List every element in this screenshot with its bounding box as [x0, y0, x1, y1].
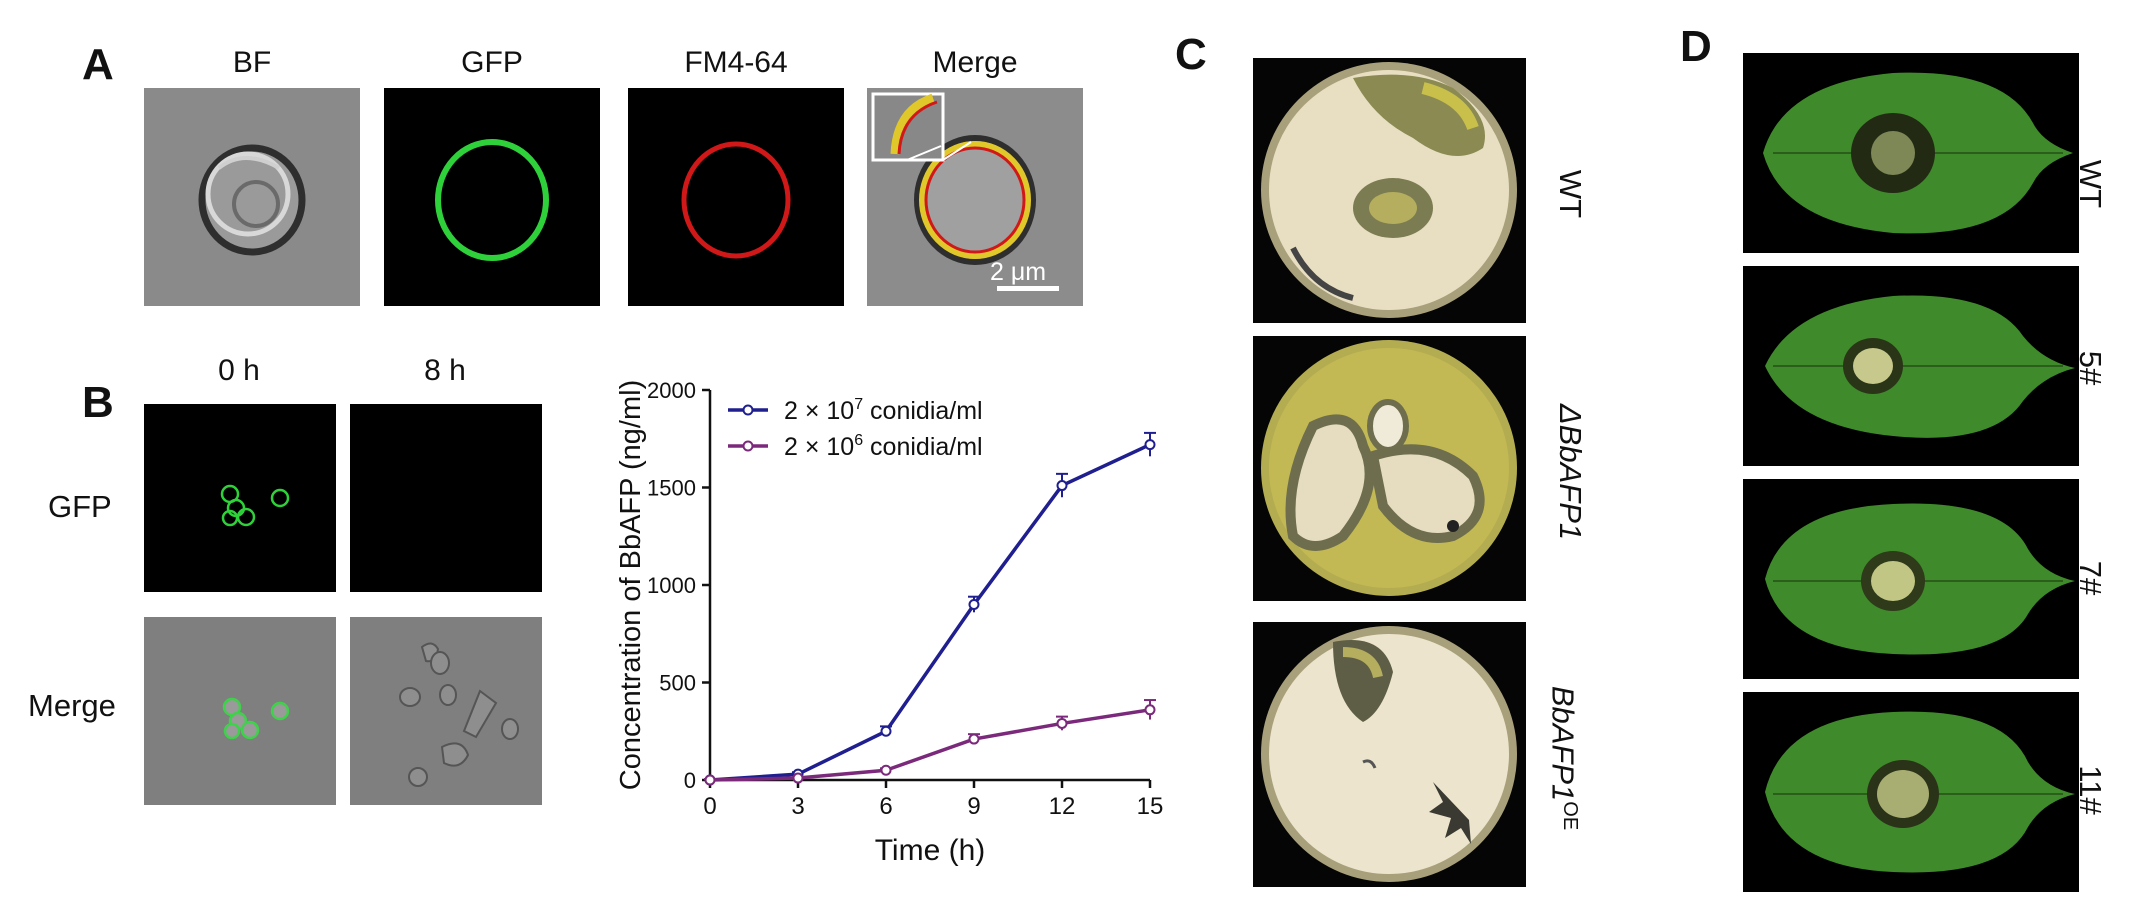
plate-bbafp1-oe — [1253, 622, 1526, 887]
data-point — [1056, 480, 1068, 492]
x-tick-label: 9 — [967, 793, 980, 820]
y-tick-label: 1500 — [647, 476, 696, 501]
series-line — [709, 708, 1151, 782]
scale-bar-label: 2 μm — [990, 258, 1047, 286]
x-tick-label: 15 — [1137, 793, 1164, 820]
micrograph-merge-0h — [144, 617, 336, 805]
plate-delta-bbafp1 — [1253, 336, 1526, 601]
x-tick-label: 0 — [703, 793, 716, 820]
series-line — [709, 443, 1151, 782]
data-point — [968, 599, 980, 610]
label-wt-d: WT — [2073, 159, 2108, 209]
micrograph-gfp — [384, 88, 600, 306]
legend-entry: 2 × 106 conidia/ml — [784, 432, 983, 461]
leaf-wt — [1743, 53, 2079, 253]
leaf-11 — [1743, 692, 2079, 892]
concentration-chart: 0 500 1000 1500 2000 0 3 6 9 12 15 Time (h) Concentr… — [615, 378, 1164, 867]
label-wt-c: WT — [1553, 169, 1588, 219]
leaf-5 — [1743, 266, 2079, 466]
y-tick-label: 1000 — [647, 573, 696, 598]
y-tick-label: 500 — [659, 671, 696, 696]
micrograph-gfp-0h — [144, 404, 336, 592]
data-point — [1056, 717, 1068, 729]
label-bbafp1-oe: BbAFP1OE — [1546, 658, 1590, 858]
legend-swatch-marker — [742, 440, 754, 452]
col-label-0h: 0 h — [218, 354, 260, 387]
leaf-7 — [1743, 479, 2079, 679]
row-label-gfp: GFP — [48, 489, 112, 524]
data-point — [1144, 704, 1156, 716]
data-point — [792, 772, 804, 784]
micrograph-gfp-8h — [350, 404, 542, 592]
data-point — [1144, 439, 1156, 451]
label-11: 11# — [2073, 765, 2108, 815]
label-bbafp1-text: BbAFP1 — [1545, 685, 1581, 802]
data-point — [880, 764, 892, 776]
panel-letter-a: A — [82, 40, 114, 89]
col-label-8h: 8 h — [424, 354, 466, 387]
x-tick-label: 12 — [1049, 793, 1076, 820]
label-delta-bbafp1: ΔBbAFP1 — [1550, 372, 1590, 572]
col-label-gfp: GFP — [461, 46, 523, 79]
label-oe-superscript: OE — [1559, 801, 1581, 831]
x-tick-label: 3 — [791, 793, 804, 820]
panel-letter-d: D — [1680, 22, 1712, 71]
y-axis-label: Concentration of BbAFP (ng/ml) — [615, 380, 647, 791]
data-point — [880, 725, 892, 737]
x-tick-label: 6 — [879, 793, 892, 820]
panel-letter-b: B — [82, 378, 114, 427]
col-label-bf: BF — [232, 46, 272, 79]
row-label-merge: Merge — [28, 688, 116, 723]
micrograph-merge-8h — [350, 617, 542, 805]
micrograph-fm4-64 — [628, 88, 844, 306]
legend-swatch-marker — [742, 404, 754, 416]
data-point — [968, 733, 980, 745]
y-tick-label: 0 — [684, 768, 696, 793]
micrograph-bf — [144, 88, 360, 306]
legend-entry: 2 × 107 conidia/ml — [784, 396, 983, 425]
label-5: 5# — [2073, 350, 2108, 386]
y-tick-label: 2000 — [647, 378, 696, 403]
label-delta-bbafp1-text: ΔBbAFP1 — [1553, 403, 1588, 541]
label-7: 7# — [2073, 560, 2108, 596]
data-point — [704, 774, 716, 786]
col-label-fm4-64: FM4-64 — [684, 46, 788, 79]
micrograph-merge — [867, 88, 1083, 306]
x-axis-label: Time (h) — [875, 834, 986, 867]
plate-wt — [1253, 58, 1526, 323]
panel-letter-c: C — [1175, 30, 1207, 79]
col-label-merge: Merge — [932, 46, 1018, 79]
